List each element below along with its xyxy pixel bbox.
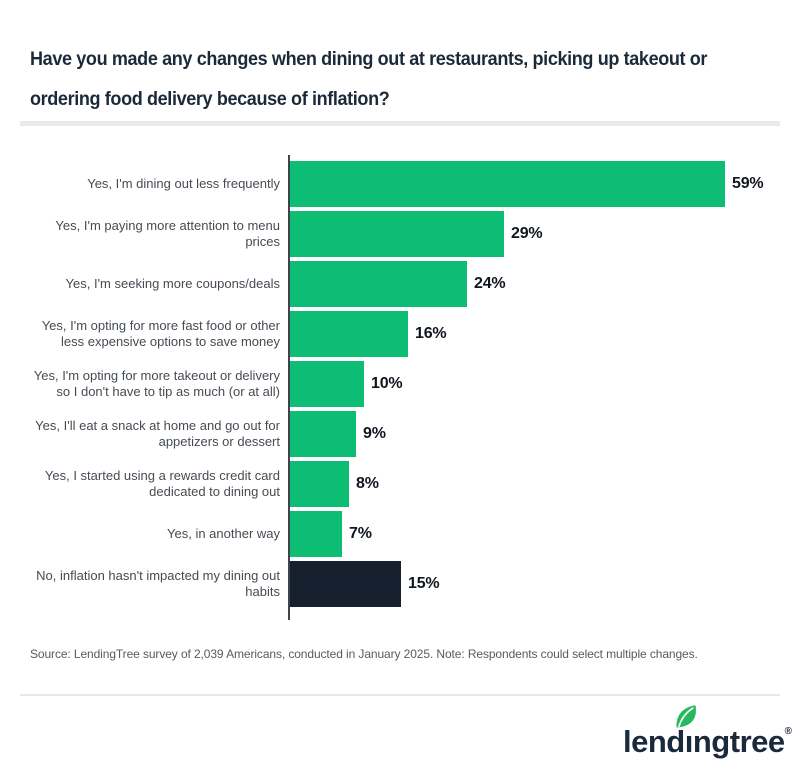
logo-part-ngtree: ngtree — [692, 724, 785, 759]
bar-row: Yes, I started using a rewards credit ca… — [0, 459, 800, 509]
value-label: 15% — [408, 575, 440, 592]
value-label: 9% — [363, 425, 386, 442]
bar-area: 15% — [290, 561, 440, 607]
logo-dotless-i: ı — [684, 724, 694, 759]
title-divider — [20, 121, 780, 126]
source-note: Source: LendingTree survey of 2,039 Amer… — [30, 647, 698, 661]
bar — [290, 361, 364, 407]
value-label: 10% — [371, 375, 403, 392]
bar — [290, 561, 401, 607]
category-label: Yes, I started using a rewards credit ca… — [44, 467, 280, 500]
bar — [290, 161, 725, 207]
leaf-icon — [676, 705, 696, 728]
bar — [290, 211, 504, 257]
bar-row: Yes, I'll eat a snack at home and go out… — [0, 409, 800, 459]
lendingtree-logo-text: lendıngtree® — [623, 705, 792, 762]
value-label: 8% — [356, 475, 379, 492]
chart-title: Have you made any changes when dining ou… — [30, 40, 790, 120]
category-label: Yes, I'm opting for more takeout or deli… — [33, 367, 280, 400]
category-label: Yes, I'm paying more attention to menu p… — [55, 217, 280, 250]
bar — [290, 311, 408, 357]
category-label: Yes, in another way — [167, 525, 280, 541]
chart-title-line1: Have you made any changes when dining ou… — [30, 49, 708, 70]
y-axis-line — [288, 155, 290, 620]
bar — [290, 411, 356, 457]
category-label: Yes, I'll eat a snack at home and go out… — [35, 417, 280, 450]
bar-row: Yes, I'm opting for more takeout or deli… — [0, 359, 800, 409]
bar-row: Yes, I'm paying more attention to menu p… — [0, 209, 800, 259]
value-label: 7% — [349, 525, 372, 542]
bar-area: 7% — [290, 511, 372, 557]
value-label: 59% — [732, 175, 764, 192]
bar — [290, 261, 467, 307]
bar-row: Yes, in another way 7% — [0, 509, 800, 559]
category-label: Yes, I'm dining out less frequently — [87, 175, 280, 191]
bar-row: Yes, I'm dining out less frequently 59% — [0, 159, 800, 209]
footer-divider — [20, 694, 780, 696]
bar-chart: Yes, I'm dining out less frequently 59% Ye… — [0, 159, 800, 609]
bar-area: 59% — [290, 161, 764, 207]
registered-mark: ® — [784, 726, 792, 737]
value-label: 29% — [511, 225, 543, 242]
bar-area: 9% — [290, 411, 386, 457]
logo-part-lend: lend — [623, 724, 685, 759]
lendingtree-logo: lendıngtree® — [623, 705, 792, 759]
bar-area: 24% — [290, 261, 506, 307]
bar-area: 29% — [290, 211, 543, 257]
bar-row: Yes, I'm seeking more coupons/deals 24% — [0, 259, 800, 309]
category-label: No, inflation hasn't impacted my dining … — [36, 567, 280, 600]
bar-area: 16% — [290, 311, 447, 357]
category-label: Yes, I'm seeking more coupons/deals — [65, 275, 280, 291]
bar-area: 10% — [290, 361, 403, 407]
category-label: Yes, I'm opting for more fast food or ot… — [41, 317, 280, 350]
value-label: 16% — [415, 325, 447, 342]
bar — [290, 511, 342, 557]
value-label: 24% — [474, 275, 506, 292]
bar-area: 8% — [290, 461, 379, 507]
bar — [290, 461, 349, 507]
chart-title-line2: ordering food delivery because of inflat… — [30, 89, 390, 110]
bar-row: Yes, I'm opting for more fast food or ot… — [0, 309, 800, 359]
bar-row: No, inflation hasn't impacted my dining … — [0, 559, 800, 609]
